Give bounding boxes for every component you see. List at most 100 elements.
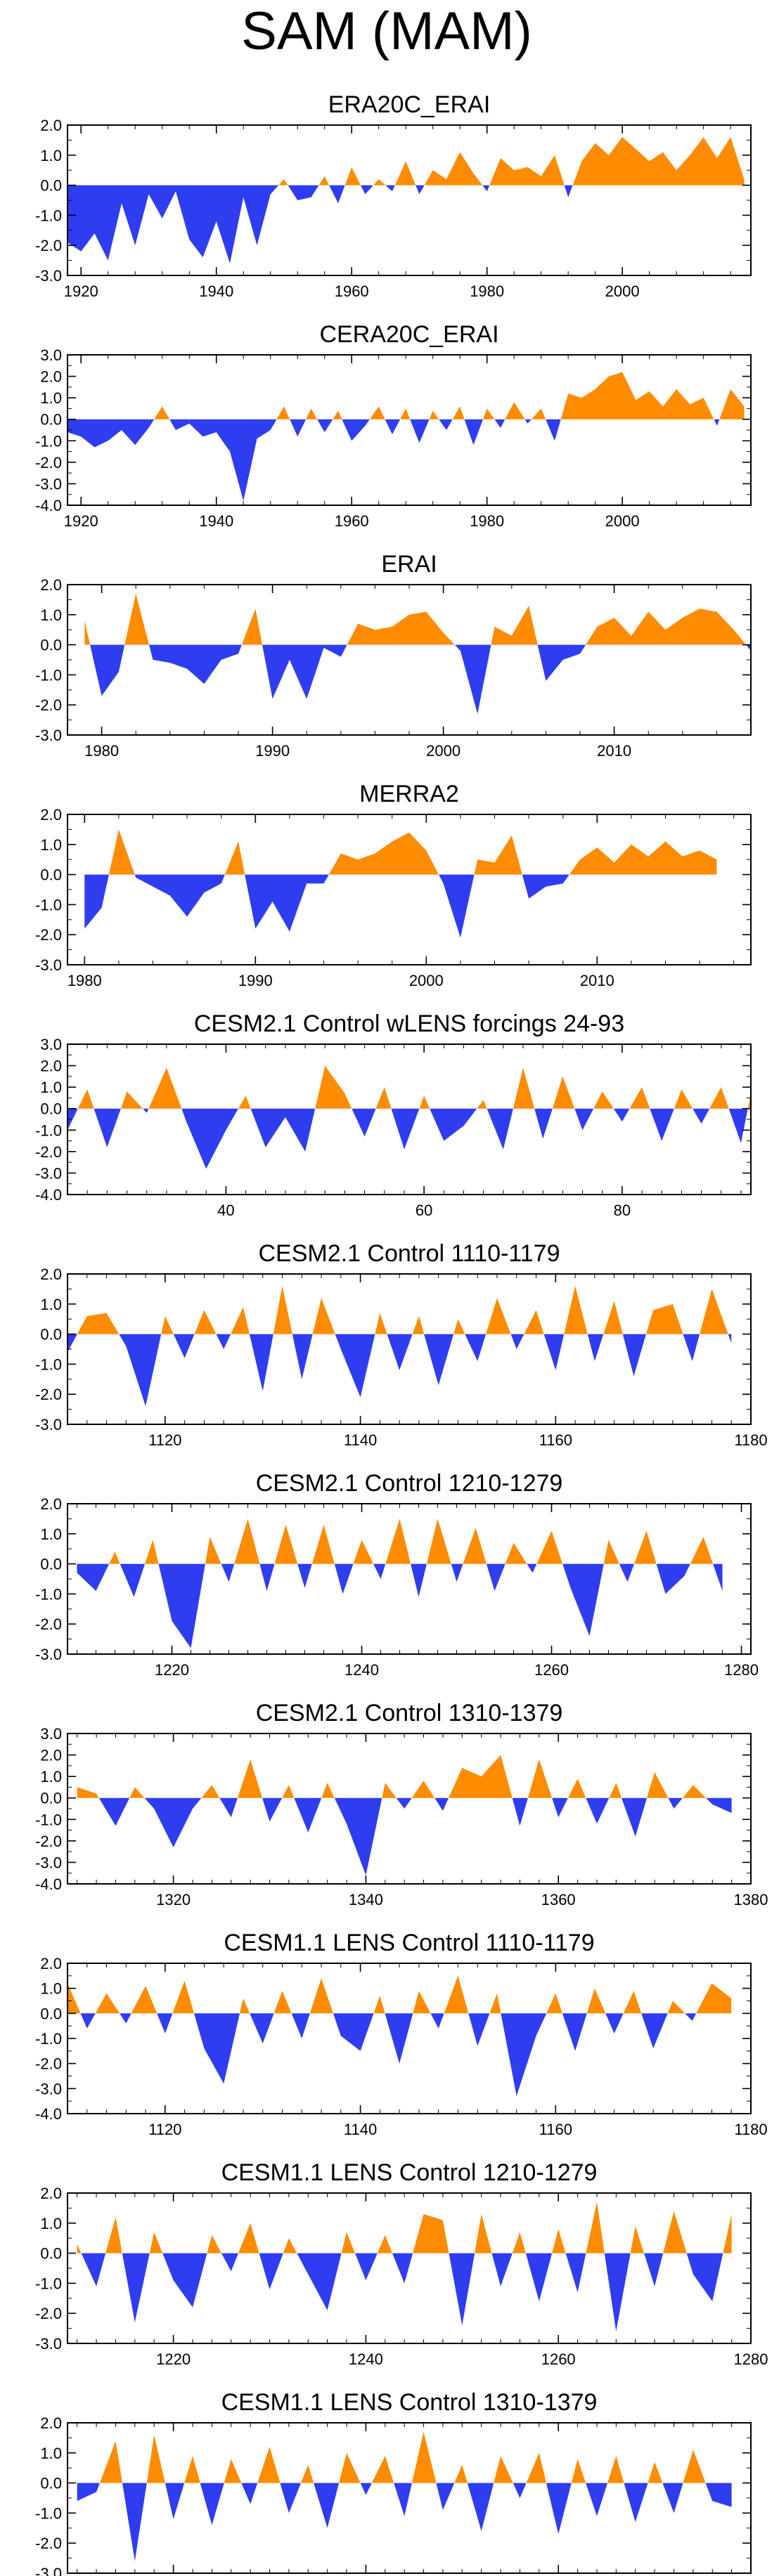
y-tick-label: -3.0 bbox=[35, 1854, 62, 1871]
negative-anomaly-area bbox=[67, 185, 745, 264]
negative-anomaly-area bbox=[84, 644, 752, 714]
y-tick-label: -1.0 bbox=[35, 2504, 62, 2522]
y-tick-label: -1.0 bbox=[35, 1121, 62, 1139]
y-tick-label: -4.0 bbox=[35, 497, 62, 514]
y-tick-label: 2.0 bbox=[40, 1058, 62, 1075]
negative-anomaly-area bbox=[67, 1108, 751, 1169]
panel-title: CESM1.1 LENS Control 1210-1279 bbox=[221, 2159, 598, 2186]
x-tick-label: 1140 bbox=[344, 1431, 377, 1449]
x-tick-label: 1920 bbox=[64, 282, 98, 300]
x-tick-label: 1240 bbox=[349, 2350, 383, 2368]
x-tick-label: 2000 bbox=[409, 972, 444, 989]
x-tick-label: 1260 bbox=[534, 1661, 569, 1679]
positive-anomaly-area bbox=[77, 2201, 732, 2253]
x-tick-label: 1990 bbox=[238, 972, 273, 989]
y-tick-label: -1.0 bbox=[35, 2275, 62, 2292]
y-tick-label: -1.0 bbox=[35, 896, 62, 913]
plot-frame bbox=[67, 354, 752, 506]
y-tick-label: -2.0 bbox=[35, 2305, 62, 2322]
negative-anomaly-area bbox=[67, 419, 745, 501]
y-tick-label: 0.0 bbox=[40, 866, 62, 884]
chart-panel: MERRA2 2.0 1.0 0.0 -1.0 -2.0 -3.0 1980 1990 2000 2… bbox=[35, 781, 752, 989]
chart-panel: CESM2.1 Control 1310-1379 3.0 2.0 1.0 0.0 -1.… bbox=[35, 1700, 768, 1908]
x-tick-label: 1960 bbox=[335, 282, 369, 300]
positive-anomaly-area bbox=[84, 829, 717, 875]
y-tick-label: 0.0 bbox=[40, 1326, 62, 1344]
chart-panel: CESM2.1 Control wLENS forcings 24-93 3.0 2… bbox=[35, 1010, 752, 1219]
positive-anomaly-area bbox=[77, 1755, 732, 1798]
negative-anomaly-area bbox=[67, 1334, 732, 1407]
y-tick-label: -4.0 bbox=[35, 2105, 62, 2123]
x-tick-label: 80 bbox=[614, 1202, 631, 1219]
y-tick-label: -4.0 bbox=[35, 1875, 62, 1893]
y-tick-label: 1.0 bbox=[40, 1526, 62, 1543]
negative-anomaly-area bbox=[77, 1797, 732, 1875]
y-tick-label: 1.0 bbox=[40, 606, 62, 624]
x-tick-label: 2000 bbox=[426, 742, 461, 760]
y-tick-label: -3.0 bbox=[35, 2080, 62, 2097]
x-tick-label: 1320 bbox=[156, 1891, 191, 1908]
x-tick-label: 1360 bbox=[541, 1891, 576, 1908]
panel-title: CESM1.1 LENS Control 1110-1179 bbox=[224, 1930, 594, 1956]
x-tick-label: 1980 bbox=[67, 972, 102, 989]
negative-anomaly-area bbox=[77, 2483, 732, 2561]
y-tick-label: -1.0 bbox=[35, 1811, 62, 1828]
panel-title: ERAI bbox=[381, 551, 437, 578]
y-tick-label: 2.0 bbox=[40, 1266, 62, 1283]
x-tick-label: 1380 bbox=[734, 1891, 768, 1908]
y-tick-label: -2.0 bbox=[35, 2055, 62, 2073]
y-tick-label: -3.0 bbox=[35, 2335, 62, 2353]
x-tick-label: 2000 bbox=[605, 282, 640, 300]
y-tick-label: 2.0 bbox=[40, 368, 62, 386]
y-tick-label: 0.0 bbox=[40, 1556, 62, 1573]
negative-anomaly-area bbox=[77, 1563, 723, 1648]
y-tick-label: -2.0 bbox=[35, 237, 62, 254]
y-tick-label: 2.0 bbox=[40, 806, 62, 824]
y-tick-label: -2.0 bbox=[35, 1615, 62, 1633]
panel-title: CESM2.1 Control 1310-1379 bbox=[256, 1700, 563, 1726]
y-tick-label: 0.0 bbox=[40, 1790, 62, 1807]
x-tick-label: 1140 bbox=[344, 2121, 377, 2138]
y-tick-label: -2.0 bbox=[35, 454, 62, 471]
positive-anomaly-area bbox=[67, 137, 745, 186]
panel-title: CESM2.1 Control wLENS forcings 24-93 bbox=[194, 1010, 624, 1037]
y-tick-label: -1.0 bbox=[35, 1585, 62, 1603]
y-tick-label: -1.0 bbox=[35, 1355, 62, 1373]
x-tick-label: 1280 bbox=[734, 2350, 768, 2368]
x-tick-label: 1940 bbox=[199, 282, 233, 300]
y-tick-label: 2.0 bbox=[40, 1495, 62, 1513]
positive-anomaly-area bbox=[67, 1065, 751, 1109]
y-tick-label: 0.0 bbox=[40, 2245, 62, 2263]
y-tick-label: -3.0 bbox=[35, 267, 62, 285]
panel-title: CESM2.1 Control 1210-1279 bbox=[256, 1470, 563, 1497]
panel-title: ERA20C_ERAI bbox=[328, 91, 491, 118]
x-tick-label: 1180 bbox=[734, 2121, 767, 2138]
y-tick-label: -3.0 bbox=[35, 1646, 62, 1663]
y-tick-label: -3.0 bbox=[35, 727, 62, 744]
y-tick-label: 1.0 bbox=[40, 2445, 62, 2462]
y-tick-label: -2.0 bbox=[35, 1386, 62, 1403]
x-tick-label: 1260 bbox=[541, 2350, 576, 2368]
y-tick-label: 0.0 bbox=[40, 2005, 62, 2022]
positive-anomaly-area bbox=[67, 372, 745, 419]
x-tick-label: 1990 bbox=[255, 742, 290, 760]
negative-anomaly-area bbox=[67, 2013, 732, 2096]
y-tick-label: 0.0 bbox=[40, 637, 62, 654]
negative-anomaly-area bbox=[77, 2253, 732, 2331]
x-tick-label: 1120 bbox=[148, 1431, 181, 1449]
x-tick-label: 60 bbox=[416, 1202, 432, 1219]
y-tick-label: -3.0 bbox=[35, 475, 62, 493]
y-tick-label: 3.0 bbox=[40, 346, 62, 364]
y-tick-label: 0.0 bbox=[40, 1100, 62, 1118]
y-tick-label: -2.0 bbox=[35, 696, 62, 714]
positive-anomaly-area bbox=[77, 1518, 723, 1564]
y-tick-label: 1.0 bbox=[40, 389, 62, 407]
y-tick-label: -2.0 bbox=[35, 926, 62, 944]
panel-title: CESM1.1 LENS Control 1310-1379 bbox=[221, 2389, 598, 2416]
positive-anomaly-area bbox=[67, 1975, 732, 2014]
y-tick-label: 2.0 bbox=[40, 1955, 62, 1972]
y-tick-label: -1.0 bbox=[35, 432, 62, 450]
positive-anomaly-area bbox=[67, 1286, 732, 1334]
chart-panel: CERA20C_ERAI 3.0 2.0 1.0 0.0 -1.0 -2.0 -3.0 -4.0… bbox=[35, 321, 752, 530]
y-tick-label: 2.0 bbox=[40, 2185, 62, 2202]
